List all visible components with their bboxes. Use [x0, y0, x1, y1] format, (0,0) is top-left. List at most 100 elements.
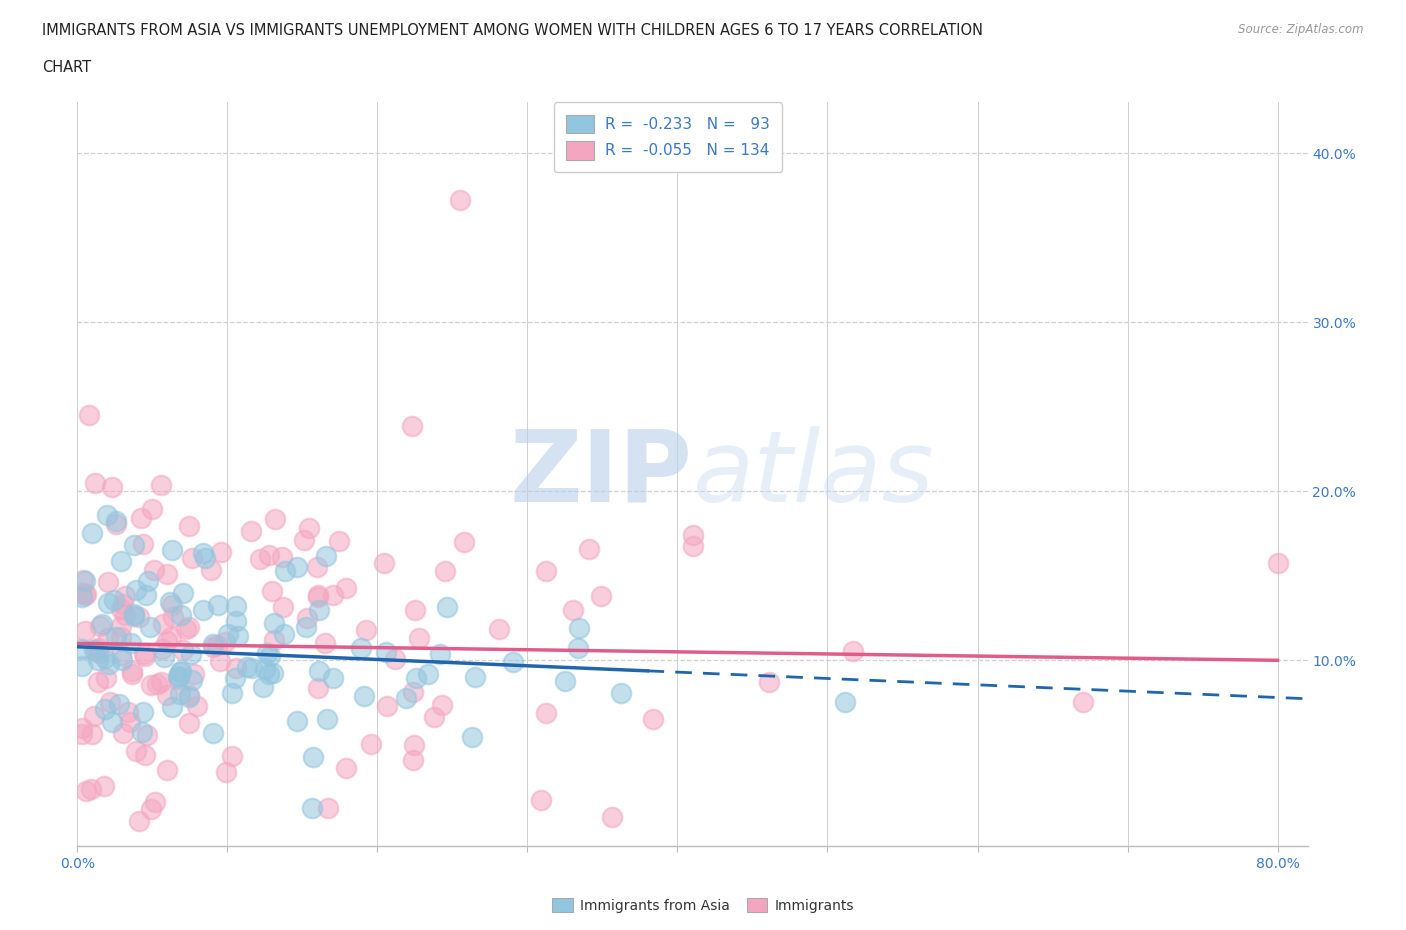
Point [534, 564, 557, 578]
Point [209, 545, 232, 560]
Point [80, 782, 103, 797]
Point [75, 586, 97, 601]
Point [578, 541, 600, 556]
Point [561, 602, 583, 617]
Point [70, 726, 93, 741]
Point [100, 714, 122, 729]
Point [150, 642, 173, 657]
Point [402, 752, 425, 767]
Point [249, 551, 271, 566]
Point [322, 671, 344, 685]
Point [295, 611, 318, 626]
Point [141, 501, 163, 516]
Point [96, 508, 118, 523]
Point [194, 551, 217, 565]
Point [502, 655, 524, 670]
Point [170, 608, 193, 623]
Point [682, 538, 704, 553]
Point [273, 564, 295, 578]
Point [177, 687, 200, 702]
Point [112, 725, 135, 740]
Point [429, 646, 451, 661]
Legend: Immigrants from Asia, Immigrants: Immigrants from Asia, Immigrants [547, 893, 859, 919]
Point [104, 630, 127, 644]
Point [224, 671, 246, 685]
Point [307, 681, 329, 696]
Point [152, 617, 174, 631]
Point [225, 614, 247, 629]
Point [122, 538, 145, 552]
Point [114, 607, 136, 622]
Point [214, 634, 236, 649]
Point [162, 610, 184, 625]
Point [70, 658, 93, 673]
Point [146, 677, 169, 692]
Point [405, 671, 427, 685]
Point [554, 673, 576, 688]
Point [110, 554, 132, 569]
Point [322, 588, 344, 603]
Point [328, 533, 350, 548]
Point [530, 792, 553, 807]
Point [97, 657, 120, 671]
Point [270, 550, 292, 565]
Point [97, 575, 120, 590]
Point [423, 710, 446, 724]
Point [236, 660, 259, 675]
Point [129, 511, 152, 525]
Point [568, 620, 591, 635]
Point [150, 478, 173, 493]
Point [89, 646, 111, 661]
Point [72, 573, 94, 588]
Point [257, 666, 280, 681]
Point [464, 670, 486, 684]
Point [110, 602, 132, 617]
Point [285, 714, 308, 729]
Point [75, 574, 97, 589]
Point [183, 666, 205, 681]
Point [193, 603, 215, 618]
Point [122, 607, 145, 622]
Point [202, 725, 225, 740]
Point [314, 636, 336, 651]
Point [131, 536, 153, 551]
Point [335, 761, 357, 776]
Point [169, 665, 191, 680]
Point [98, 695, 121, 710]
Point [120, 714, 142, 729]
Point [200, 563, 222, 578]
Point [401, 418, 423, 433]
Point [179, 690, 201, 705]
Point [93, 778, 115, 793]
Point [160, 699, 183, 714]
Point [97, 631, 120, 645]
Point [79, 407, 101, 422]
Point [842, 644, 865, 658]
Point [80, 726, 103, 741]
Point [180, 551, 202, 566]
Point [373, 556, 395, 571]
Point [252, 680, 274, 695]
Point [139, 677, 162, 692]
Point [453, 534, 475, 549]
Point [240, 660, 263, 675]
Point [84, 475, 107, 490]
Text: IMMIGRANTS FROM ASIA VS IMMIGRANTS UNEMPLOYMENT AMONG WOMEN WITH CHILDREN AGES 6: IMMIGRANTS FROM ASIA VS IMMIGRANTS UNEMP… [42, 23, 983, 38]
Point [308, 603, 330, 618]
Point [217, 626, 239, 641]
Point [307, 590, 329, 604]
Point [591, 588, 613, 603]
Point [159, 594, 181, 609]
Point [110, 630, 132, 644]
Point [316, 801, 339, 816]
Point [179, 519, 201, 534]
Point [153, 649, 176, 664]
Point [395, 690, 418, 705]
Point [262, 666, 284, 681]
Point [132, 705, 155, 720]
Point [73, 624, 96, 639]
Point [308, 664, 330, 679]
Point [86, 653, 108, 668]
Point [418, 667, 440, 682]
Point [121, 667, 143, 682]
